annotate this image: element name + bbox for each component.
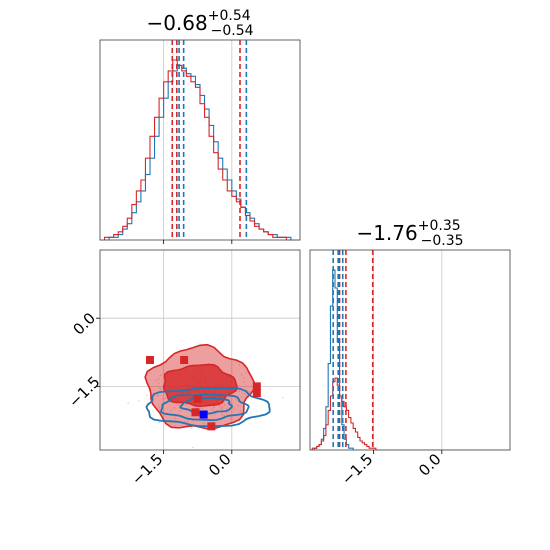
scatter-point (158, 406, 161, 409)
scatter-point (240, 373, 243, 376)
scatter-point (157, 378, 160, 380)
panel-2d-ytick-label-1: −1.5 (65, 373, 103, 411)
contour-layer (144, 343, 271, 430)
scatter-point (154, 379, 157, 382)
scatter-point (223, 404, 226, 407)
hist1-ticks (163, 240, 233, 244)
hist1-title-minus: −0.54 (211, 23, 254, 39)
hist1-title-main: −0.68 (146, 11, 207, 35)
red-marker-1 (180, 356, 189, 364)
hist1-frame (99, 39, 301, 241)
scatter-point (191, 446, 194, 449)
grid-hist-param2 (373, 250, 443, 450)
scatter-point (229, 417, 232, 420)
red-marker-4 (193, 395, 202, 404)
hist2-ticks: −1.5 0.0 (338, 450, 445, 489)
scatter-point (159, 387, 161, 390)
panel-hist-param1: −0.68+0.54 −0.54 (99, 8, 301, 244)
panel-2d: −1.5 0.0 0.0 −1.5 (65, 249, 301, 489)
scatter-point (235, 398, 238, 401)
scatter-point (239, 410, 242, 413)
scatter-point (179, 410, 182, 413)
hist2-title: −1.76+0.35 −0.35 (356, 218, 463, 249)
panel-2d-frame (99, 249, 301, 451)
marker-layer (146, 356, 261, 431)
scatter-point (127, 402, 130, 405)
scatter-point (243, 392, 246, 395)
hist2-title-main: −1.76 (356, 221, 417, 245)
scatter-point (238, 390, 241, 393)
scatter-point (219, 407, 222, 410)
scatter-point (186, 420, 189, 423)
scatter-point (213, 405, 216, 408)
grid-hist-param1 (163, 40, 233, 240)
scatter-point (281, 396, 284, 399)
scatter-point (161, 397, 164, 400)
hist1-title: −0.68+0.54 −0.54 (146, 8, 253, 39)
scatter-point (221, 406, 224, 409)
blue-contour-1 (160, 393, 250, 421)
scatter-point (238, 364, 240, 366)
panel-2d-xtick-label-1: 0.0 (205, 450, 235, 480)
scatter-point (242, 376, 245, 379)
scatter-point (218, 405, 221, 408)
scatter-point (156, 395, 159, 397)
scatter-point (173, 406, 176, 409)
hist2-title-minus: −0.35 (421, 233, 464, 249)
red-marker-0 (146, 356, 154, 364)
scatter-point (225, 407, 228, 410)
scatter-point (244, 371, 247, 374)
scatter-point (225, 411, 228, 414)
scatter-point (243, 380, 246, 383)
scatter-point (137, 400, 140, 402)
hist2-quantile-lines (332, 250, 374, 450)
blue-marker-0 (199, 410, 208, 419)
scatter-point (249, 390, 251, 393)
scatter-point (146, 394, 149, 397)
hist2-frame (309, 249, 511, 451)
scatter-point (164, 397, 167, 400)
scatter-point (162, 380, 165, 383)
scatter-point (237, 405, 240, 407)
panel-2d-xtick-label-0: −1.5 (128, 450, 166, 488)
blue-contour-0 (145, 387, 271, 428)
hist1-layer (100, 59, 300, 241)
scatter-point (211, 409, 214, 411)
scatter-point (233, 407, 236, 410)
hist2-blue-series (310, 269, 510, 450)
hist2-title-plus: +0.35 (418, 218, 461, 234)
hist1-quantile-lines (171, 40, 248, 240)
scatter-point (170, 409, 173, 412)
panel-hist-param2: −1.5 0.0 −1.76+0.35 −0.35 (309, 218, 511, 489)
blue-contour-2 (179, 396, 234, 415)
scatter-point (174, 417, 177, 420)
panel-2d-ytick-label-0: 0.0 (70, 309, 100, 339)
scatter-point (158, 421, 161, 424)
scatter-point (190, 427, 193, 429)
red-marker-5 (191, 408, 200, 417)
hist1-title-plus: +0.54 (208, 8, 251, 24)
red-marker-6 (207, 422, 216, 431)
scatter-point (159, 374, 162, 377)
scatter-point (229, 401, 232, 404)
red-marker-2 (252, 382, 261, 391)
scatter-point (199, 407, 202, 409)
scatter-point (157, 382, 160, 385)
hist1-red-series (100, 59, 300, 241)
hist2-xtick-label-1: 0.0 (415, 450, 445, 480)
hist2-xtick-label-0: −1.5 (338, 450, 376, 488)
scatter-point (202, 422, 205, 425)
scatter-point (240, 395, 243, 398)
red-marker-3 (252, 389, 261, 398)
scatter-point (220, 414, 223, 416)
scatter-point (201, 407, 204, 410)
scatter-point (185, 403, 187, 406)
